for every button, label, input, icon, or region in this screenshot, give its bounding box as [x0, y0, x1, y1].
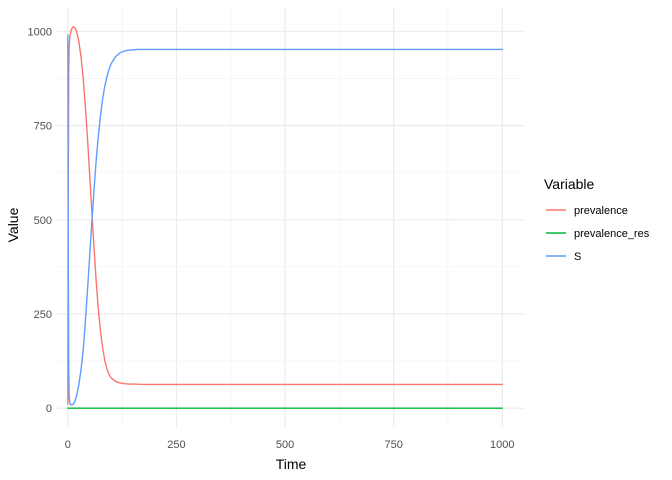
x-tick-label: 250: [167, 439, 185, 451]
y-tick-label: 500: [34, 215, 52, 227]
x-tick-label: 500: [276, 439, 294, 451]
legend-label: prevalence_res: [574, 228, 650, 240]
series-lines: [67, 26, 503, 409]
y-tick-label: 250: [34, 309, 52, 321]
y-axis-title: Value: [5, 207, 21, 242]
y-tick-label: 750: [34, 121, 52, 133]
y-tick-label: 1000: [28, 26, 52, 38]
series-line-prevalence: [67, 26, 503, 406]
legend: Variable prevalence prevalence_res S: [544, 176, 650, 263]
series-line-S: [67, 34, 503, 406]
x-tick-label: 750: [384, 439, 402, 451]
axis-ticks: 0 250 500 750 1000 0 250 500 750 1000: [28, 26, 515, 451]
legend-items: prevalence prevalence_res S: [546, 205, 650, 263]
legend-item-prevalence: prevalence: [546, 205, 628, 217]
x-axis-title: Time: [276, 456, 307, 472]
y-tick-label: 0: [46, 403, 52, 415]
legend-label: S: [574, 251, 581, 263]
legend-item-S: S: [546, 251, 581, 263]
x-tick-label: 1000: [490, 439, 514, 451]
legend-item-prevalence-res: prevalence_res: [546, 228, 650, 240]
x-tick-label: 0: [65, 439, 71, 451]
legend-label: prevalence: [574, 205, 628, 217]
legend-title: Variable: [544, 176, 595, 192]
